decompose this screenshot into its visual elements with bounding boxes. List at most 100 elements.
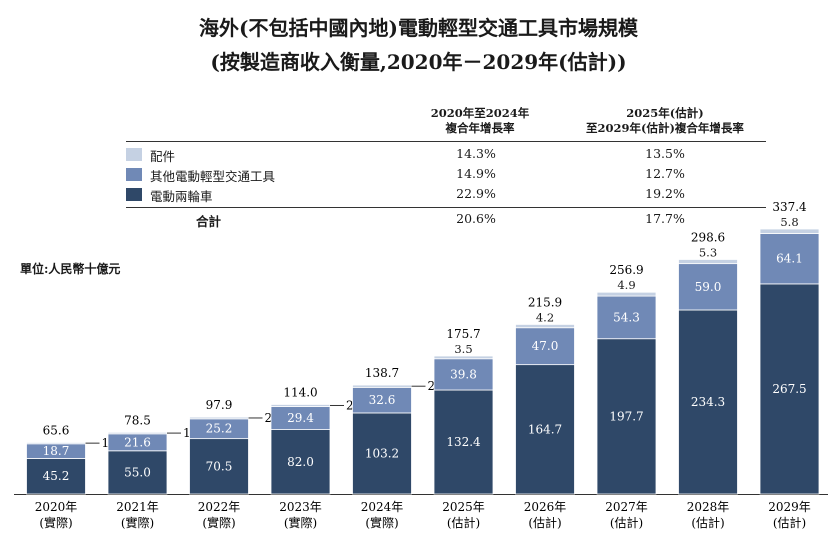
x-tick-label: 2024年: [361, 500, 404, 514]
cagr2-accessories: 13.5%: [645, 146, 685, 161]
x-tick-label: 2022年: [198, 500, 241, 514]
data-label-accessories: 5.3: [699, 245, 717, 259]
total-label: 138.7: [365, 366, 399, 380]
x-tick-note: (估計): [447, 515, 480, 530]
data-label-other-vehicles: 32.6: [369, 393, 396, 407]
bar-other-vehicles: [352, 386, 412, 414]
x-tick-note: (實際): [365, 515, 398, 530]
x-tick-label: 2027年: [605, 500, 648, 514]
data-label-other-vehicles: 64.1: [776, 252, 803, 266]
data-label-other-vehicles: 47.0: [532, 339, 559, 353]
cagr1-accessories: 14.3%: [456, 146, 496, 161]
bar-accessories: [596, 291, 657, 297]
legend-swatch-other-vehicles: [126, 168, 142, 181]
data-label-accessories: 5.8: [780, 215, 798, 229]
x-tick-label: 2028年: [687, 500, 730, 514]
data-label-accessories: 3.5: [454, 342, 472, 356]
bar-two-wheelers: [678, 309, 738, 495]
bar-two-wheelers: [270, 429, 331, 495]
x-tick-note: (估計): [528, 515, 561, 530]
x-tick-label: 2026年: [524, 500, 567, 514]
bar-two-wheelers: [596, 338, 657, 495]
data-label-other-vehicles: 29.4: [287, 411, 314, 425]
total-label: 65.6: [43, 423, 70, 437]
legend-label-other-vehicles: 其他電動輕型交通工具: [150, 169, 276, 184]
bar-accessories: [189, 416, 249, 420]
bar-accessories: [352, 384, 412, 388]
total-label: 合計: [196, 214, 222, 229]
x-tick-note: (實際): [202, 515, 235, 530]
bar-two-wheelers: [352, 412, 412, 495]
x-tick-label: 2021年: [116, 500, 159, 514]
x-tick-note: (實際): [39, 515, 72, 530]
data-label-accessories: 4.9: [617, 278, 635, 292]
legend-label-two-wheelers: 電動兩輪車: [150, 189, 213, 204]
data-label-other-vehicles: 39.8: [450, 367, 477, 381]
total-label: 298.6: [691, 230, 725, 244]
bar-accessories: [678, 259, 738, 265]
x-tick-label: 2020年: [35, 500, 78, 514]
bar-accessories: [107, 431, 168, 435]
bar-two-wheelers: [515, 364, 575, 495]
x-tick-note: (估計): [773, 515, 806, 530]
bar-accessories: [270, 404, 331, 407]
x-tick-label: 2029年: [768, 500, 811, 514]
cagr2-two-wheelers: 19.2%: [645, 186, 685, 201]
chart-subtitle: (按製造商收入衡量,2020年－2029年(估計)): [210, 50, 627, 74]
x-tick-label: 2025年: [442, 500, 485, 514]
data-label-other-vehicles: 59.0: [695, 280, 722, 294]
legend-swatch-two-wheelers: [126, 188, 142, 201]
data-label-two-wheelers: 234.3: [691, 395, 725, 409]
cagr-header-col1: 2020年至2024年 複合年增長率: [395, 106, 565, 136]
data-label-other-vehicles: 21.6: [124, 435, 151, 449]
x-tick-note: (估計): [610, 515, 643, 530]
data-label-two-wheelers: 164.7: [528, 422, 562, 436]
data-label-two-wheelers: 82.0: [287, 455, 314, 469]
total-label: 97.9: [206, 398, 233, 412]
bar-two-wheelers: [189, 438, 249, 495]
cagr1-other-vehicles: 14.9%: [456, 166, 496, 181]
total-label: 215.9: [528, 295, 562, 309]
cagr-header-col2-line1: 2025年(估計): [626, 106, 704, 120]
bar-other-vehicles: [678, 263, 738, 311]
data-label-two-wheelers: 103.2: [365, 446, 399, 460]
bar-accessories: [433, 355, 494, 360]
data-label-two-wheelers: 70.5: [206, 459, 233, 473]
data-label-two-wheelers: 197.7: [609, 409, 643, 423]
total-label: 114.0: [283, 385, 317, 399]
total-label: 256.9: [609, 263, 643, 277]
legend-label-accessories: 配件: [150, 149, 176, 164]
data-label-other-vehicles: 25.2: [206, 422, 233, 436]
cagr2-other-vehicles: 12.7%: [645, 166, 685, 181]
x-tick-note: (實際): [284, 515, 317, 530]
x-tick-note: (估計): [691, 515, 724, 530]
total-label: 78.5: [124, 413, 151, 427]
data-label-accessories: 4.2: [536, 310, 554, 324]
cagr-header-col2: 2025年(估計) 至2029年(估計)複合年增長率: [560, 106, 770, 136]
table-total-rule: [126, 207, 766, 208]
cagr-header-col2-line2: 至2029年(估計)複合年增長率: [586, 121, 744, 135]
data-label-two-wheelers: 132.4: [446, 435, 481, 449]
cagr-header-col1-line1: 2020年至2024年: [430, 106, 530, 120]
data-label-other-vehicles: 18.7: [43, 444, 70, 458]
bar-other-vehicles: [759, 233, 820, 285]
data-label-two-wheelers: 55.0: [124, 465, 151, 479]
chart-title: 海外(不包括中國內地)電動輕型交通工具市場規模: [199, 16, 638, 40]
data-label-two-wheelers: 267.5: [772, 382, 806, 396]
unit-label: 單位:人民幣十億元: [20, 262, 121, 276]
cagr-header-col1-line2: 複合年增長率: [445, 121, 515, 135]
bar-two-wheelers: [107, 450, 168, 495]
cagr2-total: 17.7%: [645, 211, 685, 226]
total-label: 337.4: [772, 200, 807, 214]
bar-two-wheelers: [433, 389, 494, 495]
table-top-rule: [126, 141, 766, 142]
bar-accessories: [515, 324, 575, 329]
total-label: 175.7: [446, 327, 480, 341]
x-tick-note: (實際): [121, 515, 154, 530]
x-tick-label: 2023年: [279, 500, 322, 514]
cagr1-total: 20.6%: [456, 211, 496, 226]
data-label-other-vehicles: 54.3: [613, 310, 640, 324]
cagr1-two-wheelers: 22.9%: [456, 186, 496, 201]
legend-swatch-accessories: [126, 148, 142, 161]
